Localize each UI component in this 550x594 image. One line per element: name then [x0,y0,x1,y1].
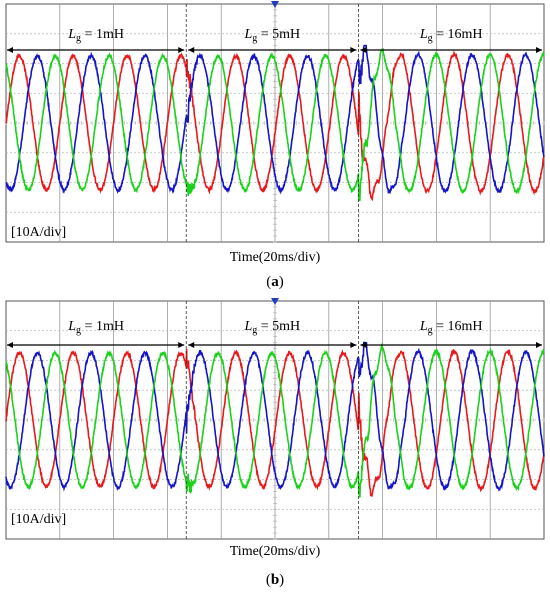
arrowhead-left [360,47,367,53]
time-label: Time(20ms/div) [230,544,321,559]
arrowhead-left [360,342,367,348]
segment-label-value: = 5mH [257,319,300,334]
waveform-series-3 [5,47,545,202]
time-label: Time(20ms/div) [230,250,321,265]
segment-label-value: = 5mH [257,27,300,42]
arrowhead-right [536,342,542,348]
arrowhead-left [7,342,13,348]
segment-label-value: = 16mH [433,319,483,334]
arrowhead-left [188,47,195,53]
trigger-marker-icon [271,298,279,305]
waveform-series-3 [5,342,545,498]
oscilloscope-plot-a: Lg = 1mH Lg = 5mH Lg = 16mH[10A/div]Time(2… [5,1,545,265]
segment-label-sub: g [76,33,81,44]
scale-label: [10A/div] [11,512,66,527]
segment-label: Lg = 1mH [67,319,124,336]
waveforms [5,44,545,202]
trigger-marker-icon [271,1,279,8]
segment-label-main: L [67,27,76,42]
oscilloscope-plot-b: Lg = 1mH Lg = 5mH Lg = 16mH[10A/div]Time(2… [5,298,545,559]
segment-label-value: = 16mH [433,27,483,42]
arrowhead-left [188,342,195,348]
arrowhead-right [178,47,185,53]
segment-label-sub: g [428,33,433,44]
arrowhead-left [7,47,13,53]
segment-label: Lg = 5mH [243,27,300,44]
segment-label-sub: g [76,325,81,336]
segment-label: Lg = 16mH [419,319,483,336]
segment-label: Lg = 16mH [419,27,483,44]
segment-label-main: L [243,319,252,334]
arrowhead-right [536,47,542,53]
segment-label-main: L [67,319,76,334]
waveforms [5,341,545,498]
segment-label-main: L [419,27,428,42]
segment-label-value: = 1mH [81,27,124,42]
scale-label: [10A/div] [11,225,66,240]
segment-label-value: = 1mH [81,319,124,334]
arrowhead-right [350,342,357,348]
segment-label-sub: g [428,325,433,336]
segment-label-sub: g [252,33,257,44]
segment-label: Lg = 5mH [243,319,300,336]
panel-caption-a: (a) [266,274,284,290]
segment-markers: Lg = 1mH Lg = 5mH Lg = 16mH [7,4,542,242]
segment-markers: Lg = 1mH Lg = 5mH Lg = 16mH [7,301,542,539]
arrowhead-right [350,47,357,53]
arrowhead-right [178,342,185,348]
segment-label-main: L [243,27,252,42]
chart-panel-a: Lg = 1mH Lg = 5mH Lg = 16mH [10A/div] Time(2… [5,1,545,290]
segment-label-sub: g [252,325,257,336]
segment-label-main: L [419,319,428,334]
segment-label: Lg = 1mH [67,27,124,44]
waveform-series-1 [5,348,545,497]
waveform-series-1 [5,49,545,202]
panel-caption-b: (b) [265,572,285,588]
chart-panel-b: Lg = 1mH Lg = 5mH Lg = 16mH [10A/div] Time(2… [0,297,550,594]
